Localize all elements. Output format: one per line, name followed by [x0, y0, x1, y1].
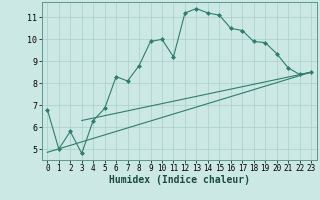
X-axis label: Humidex (Indice chaleur): Humidex (Indice chaleur) — [109, 175, 250, 185]
